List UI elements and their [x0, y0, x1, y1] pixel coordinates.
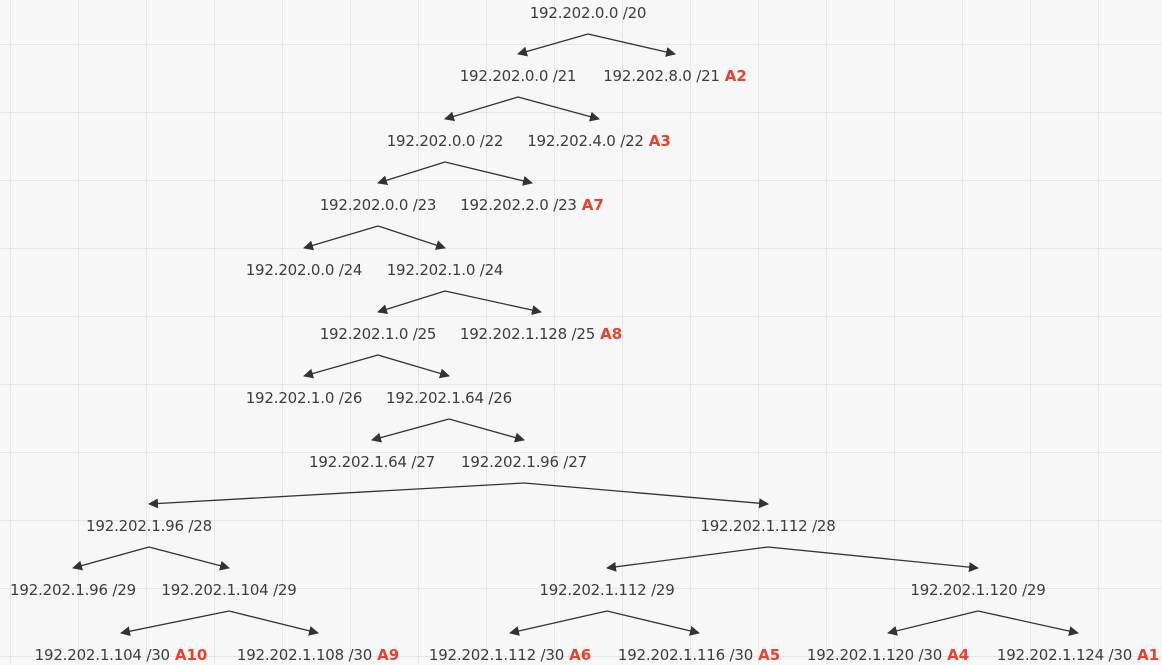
edge-arrow-n25a-n26a: [303, 354, 379, 379]
allocation-tag: A2: [724, 67, 747, 85]
subnet-address: 192.202.1.104 /30: [34, 646, 170, 664]
subnet-address: 192.202.1.120 /29: [910, 581, 1046, 599]
edge-arrow-n20-n21a: [517, 33, 589, 57]
subnet-node-n23b: 192.202.2.0 /23 A7: [460, 195, 604, 215]
allocation-tag: A10: [174, 646, 208, 664]
subnet-address: 192.202.1.96 /28: [86, 517, 212, 535]
edge-layer: [72, 33, 1079, 637]
subnet-address: 192.202.0.0 /24: [245, 261, 363, 279]
edge-arrow-n26b-n27a: [371, 418, 450, 443]
subnet-node-n25b: 192.202.1.128 /25 A8: [460, 324, 622, 344]
subnet-node-n30d: 192.202.1.116 /30 A5: [618, 645, 780, 665]
edge-arrow-n23a-n24b: [377, 225, 446, 250]
subnet-node-n30f: 192.202.1.124 /30 A1: [997, 645, 1159, 665]
subnet-node-n27a: 192.202.1.64 /27: [309, 452, 435, 472]
subnet-address: 192.202.0.0 /22: [386, 132, 504, 150]
subnet-node-n28a: 192.202.1.96 /28: [86, 516, 212, 536]
subnet-node-n30b: 192.202.1.108 /30 A9: [237, 645, 399, 665]
subnet-node-n27b: 192.202.1.96 /27: [461, 452, 587, 472]
edge-arrow-n28b-n29d: [767, 546, 979, 573]
subnet-node-n22b: 192.202.4.0 /22 A3: [527, 131, 671, 151]
edge-arrow-n27b-n28b: [523, 482, 769, 509]
subnet-address: 192.202.1.96 /29: [10, 581, 136, 599]
allocation-tag: A3: [648, 132, 671, 150]
edge-arrow-n24b-n25a: [377, 290, 446, 315]
edge-arrow-n22a-n23b: [444, 161, 533, 186]
edge-arrow-n29c-n30d: [606, 610, 700, 636]
subnet-node-n24a: 192.202.0.0 /24: [246, 260, 363, 280]
subnet-node-n30a: 192.202.1.104 /30 A10: [35, 645, 208, 665]
subnet-address: 192.202.4.0 /22: [527, 132, 644, 150]
subnet-address: 192.202.1.0 /24: [386, 261, 504, 279]
edge-arrow-n29b-n30a: [120, 610, 230, 637]
subnet-address: 192.202.0.0 /21: [459, 67, 577, 85]
subnet-address: 192.202.1.108 /30: [236, 646, 373, 664]
subnet-node-n28b: 192.202.1.112 /28: [700, 516, 835, 536]
subnet-address: 192.202.2.0 /23: [460, 196, 577, 214]
subnet-address: 192.202.1.112 /28: [700, 517, 836, 535]
allocation-tag: A6: [569, 646, 592, 664]
allocation-tag: A4: [947, 646, 970, 664]
subnet-node-n26b: 192.202.1.64 /26: [386, 388, 512, 408]
subnet-node-n29b: 192.202.1.104 /29: [161, 580, 296, 600]
subnet-node-n30c: 192.202.1.112 /30 A6: [429, 645, 591, 665]
subnet-node-n22a: 192.202.0.0 /22: [387, 131, 504, 151]
edge-arrow-n28b-n29c: [606, 546, 769, 572]
edge-arrow-n20-n21b: [587, 33, 676, 57]
subnet-address: 192.202.1.124 /30: [996, 646, 1133, 664]
subnet-node-n29a: 192.202.1.96 /29: [10, 580, 136, 600]
allocation-tag: A5: [758, 646, 781, 664]
edge-arrow-n29c-n30c: [509, 610, 608, 636]
allocation-tag: A1: [1137, 646, 1160, 664]
edge-arrow-n25a-n26b: [377, 354, 450, 379]
edge-arrow-n29d-n30f: [977, 610, 1079, 636]
subnet-node-n25a: 192.202.1.0 /25: [320, 324, 437, 344]
subnet-address: 192.202.1.128 /25: [459, 325, 596, 343]
subnet-address: 192.202.1.64 /26: [386, 389, 512, 407]
subnet-address: 192.202.0.0 /20: [529, 4, 647, 22]
edge-arrow-n28a-n29a: [72, 546, 150, 571]
edge-arrow-n22a-n23a: [377, 161, 446, 186]
subnet-node-n24b: 192.202.1.0 /24: [387, 260, 504, 280]
edge-arrow-n29b-n30b: [228, 610, 319, 636]
subnet-node-n30e: 192.202.1.120 /30 A4: [807, 645, 969, 665]
allocation-tag: A8: [600, 325, 623, 343]
subnet-address: 192.202.1.112 /30: [428, 646, 565, 664]
subnet-node-n29d: 192.202.1.120 /29: [910, 580, 1045, 600]
edge-arrow-n28a-n29b: [148, 546, 230, 571]
subnet-address: 192.202.1.0 /26: [245, 389, 363, 407]
subnet-node-n26a: 192.202.1.0 /26: [246, 388, 363, 408]
edge-arrow-n23a-n24a: [303, 225, 379, 251]
subnet-node-n21a: 192.202.0.0 /21: [460, 66, 577, 86]
subnet-address: 192.202.8.0 /21: [603, 67, 720, 85]
subnet-address: 192.202.1.104 /29: [161, 581, 297, 599]
subnet-address: 192.202.1.96 /27: [461, 453, 587, 471]
edge-arrow-n26b-n27b: [448, 418, 525, 443]
allocation-tag: A9: [377, 646, 400, 664]
subnet-node-n23a: 192.202.0.0 /23: [320, 195, 437, 215]
subnet-address: 192.202.1.116 /30: [617, 646, 754, 664]
subnet-node-n29c: 192.202.1.112 /29: [539, 580, 674, 600]
subnet-node-n21b: 192.202.8.0 /21 A2: [603, 66, 747, 86]
subnet-address: 192.202.0.0 /23: [319, 196, 437, 214]
edge-arrow-n21a-n22b: [517, 96, 600, 122]
subnet-node-n20: 192.202.0.0 /20: [530, 3, 647, 23]
subnet-address: 192.202.1.64 /27: [309, 453, 435, 471]
subnet-address: 192.202.1.120 /30: [806, 646, 943, 664]
edge-arrow-n21a-n22a: [444, 96, 519, 122]
edge-arrow-n24b-n25b: [444, 290, 542, 315]
edge-arrow-n29d-n30e: [887, 610, 979, 636]
subnet-address: 192.202.1.112 /29: [539, 581, 675, 599]
allocation-tag: A7: [581, 196, 604, 214]
subnet-address: 192.202.1.0 /25: [319, 325, 437, 343]
edge-arrow-n27b-n28a: [148, 482, 525, 509]
